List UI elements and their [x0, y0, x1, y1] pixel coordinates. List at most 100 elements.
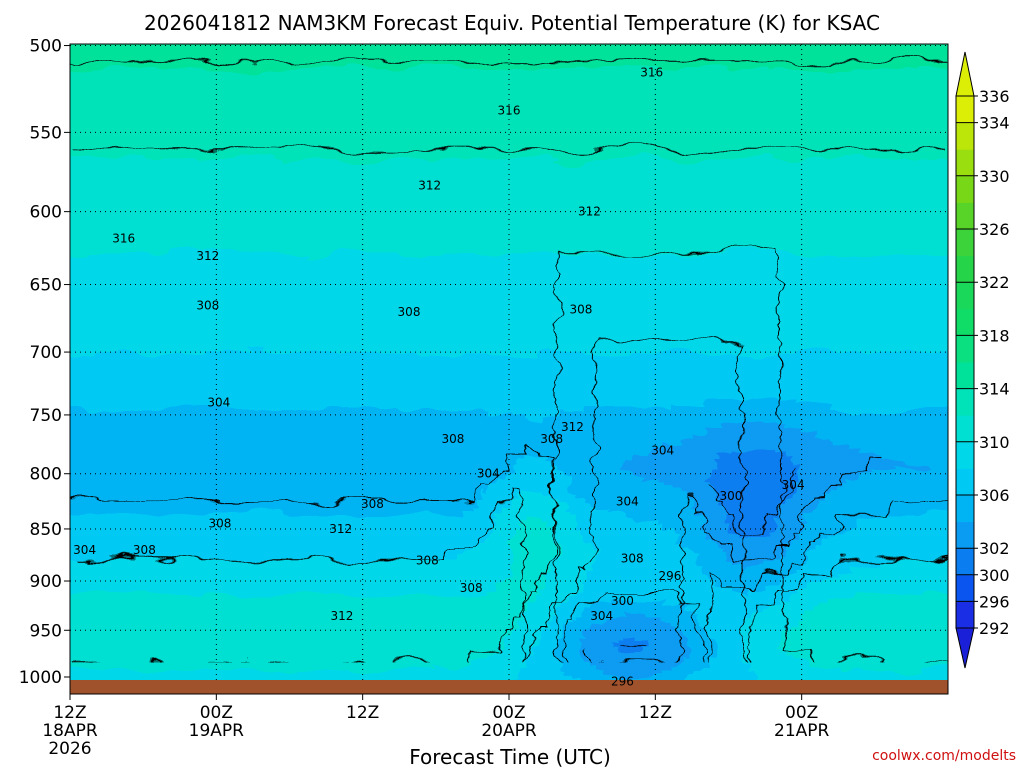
field-cell: [660, 94, 667, 100]
field-cell: [720, 194, 727, 200]
field-cell: [612, 114, 619, 120]
field-cell: [900, 129, 907, 135]
field-cell: [648, 159, 655, 165]
field-cell: [306, 179, 313, 185]
field-cell: [702, 59, 709, 65]
field-cell: [366, 169, 373, 175]
field-cell: [456, 74, 463, 80]
field-cell: [438, 49, 445, 55]
field-cell: [336, 64, 343, 70]
field-cell: [336, 89, 343, 95]
field-cell: [354, 124, 361, 130]
field-cell: [96, 94, 103, 100]
field-cell: [780, 44, 787, 50]
field-cell: [192, 44, 199, 50]
field-cell: [384, 134, 391, 140]
field-cell: [588, 59, 595, 65]
field-cell: [90, 34, 97, 40]
field-cell: [108, 199, 115, 205]
field-cell: [354, 129, 361, 135]
field-cell: [882, 44, 889, 50]
field-cell: [930, 94, 937, 100]
field-cell: [642, 99, 649, 105]
field-cell: [948, 109, 955, 115]
field-cell: [408, 104, 415, 110]
field-cell: [264, 74, 271, 80]
field-cell: [336, 54, 343, 60]
field-cell: [822, 99, 829, 105]
field-cell: [894, 159, 901, 165]
field-cell: [528, 114, 535, 120]
field-cell: [816, 109, 823, 115]
field-cell: [96, 34, 103, 40]
field-cell: [102, 139, 109, 145]
field-cell: [750, 44, 757, 50]
field-cell: [270, 64, 277, 70]
field-cell: [924, 119, 931, 125]
field-cell: [720, 54, 727, 60]
field-cell: [876, 124, 883, 130]
field-cell: [180, 189, 187, 195]
field-cell: [678, 134, 685, 140]
field-cell: [612, 154, 619, 160]
field-cell: [222, 199, 229, 205]
field-cell: [438, 139, 445, 145]
field-cell: [366, 64, 373, 70]
field-cell: [696, 79, 703, 85]
field-cell: [162, 49, 169, 55]
field-cell: [282, 139, 289, 145]
field-cell: [816, 149, 823, 155]
field-cell: [936, 94, 943, 100]
field-cell: [906, 134, 913, 140]
field-cell: [696, 134, 703, 140]
field-cell: [822, 164, 829, 170]
field-cell: [324, 109, 331, 115]
field-cell: [414, 124, 421, 130]
field-cell: [306, 124, 313, 130]
field-cell: [522, 94, 529, 100]
field-cell: [780, 64, 787, 70]
field-cell: [288, 159, 295, 165]
field-cell: [906, 184, 913, 190]
field-cell: [624, 49, 631, 55]
field-cell: [564, 154, 571, 160]
field-cell: [174, 79, 181, 85]
field-cell: [882, 119, 889, 125]
field-cell: [930, 194, 937, 200]
field-cell: [516, 129, 523, 135]
field-cell: [900, 159, 907, 165]
field-cell: [576, 44, 583, 50]
field-cell: [390, 104, 397, 110]
field-cell: [216, 89, 223, 95]
field-cell: [270, 159, 277, 165]
field-cell: [852, 184, 859, 190]
field-cell: [252, 134, 259, 140]
field-cell: [72, 34, 79, 40]
field-cell: [666, 164, 673, 170]
field-cell: [576, 184, 583, 190]
field-cell: [168, 184, 175, 190]
field-cell: [324, 124, 331, 130]
field-cell: [246, 74, 253, 80]
field-cell: [582, 89, 589, 95]
field-cell: [168, 49, 175, 55]
field-cell: [684, 134, 691, 140]
field-cell: [126, 119, 133, 125]
field-cell: [366, 44, 373, 50]
field-cell: [840, 54, 847, 60]
field-cell: [792, 184, 799, 190]
field-cell: [714, 184, 721, 190]
field-cell: [618, 104, 625, 110]
field-cell: [264, 124, 271, 130]
field-cell: [768, 114, 775, 120]
field-cell: [882, 189, 889, 195]
field-cell: [234, 134, 241, 140]
field-cell: [216, 69, 223, 75]
field-cell: [864, 189, 871, 195]
field-cell: [888, 34, 895, 40]
field-cell: [360, 44, 367, 50]
field-cell: [162, 104, 169, 110]
field-cell: [228, 94, 235, 100]
field-cell: [246, 189, 253, 195]
field-cell: [864, 114, 871, 120]
